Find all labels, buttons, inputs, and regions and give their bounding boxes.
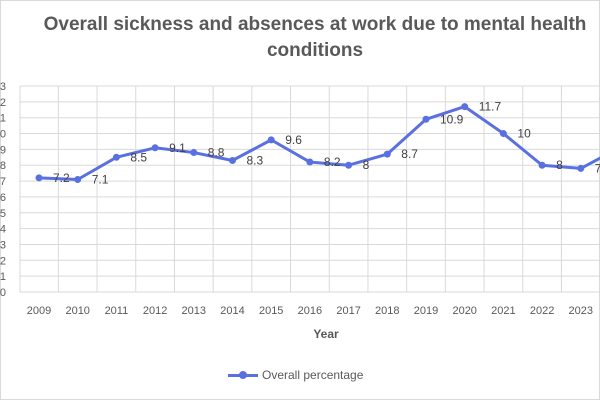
y-tick-label: 13: [0, 81, 6, 93]
legend-series-marker: [228, 368, 258, 382]
data-point: [383, 150, 391, 158]
x-tick-label: 2012: [143, 305, 167, 317]
data-point: [35, 174, 43, 182]
data-label: 11.7: [479, 100, 502, 114]
data-label: 10: [517, 127, 531, 141]
data-label: 8.3: [247, 153, 264, 167]
y-tick-label: 2: [0, 255, 6, 267]
data-label: 9.6: [285, 133, 302, 147]
x-tick-label: 2022: [530, 305, 554, 317]
series-line: [38, 105, 600, 181]
data-point: [74, 175, 82, 183]
y-tick-label: 3: [0, 239, 6, 251]
y-tick-label: 6: [0, 192, 6, 204]
legend-label: Overall percentage: [262, 368, 364, 382]
x-tick-label: 2017: [336, 305, 360, 317]
data-point: [422, 115, 430, 123]
data-point: [151, 144, 159, 152]
x-tick-label: 2014: [220, 305, 244, 317]
y-tick-label: 12: [0, 97, 6, 109]
data-label: 8.2: [324, 155, 341, 169]
y-tick-label: 10: [0, 129, 6, 141]
data-point: [499, 130, 507, 138]
legend: Overall percentage: [228, 367, 363, 383]
x-tick-label: 2010: [65, 305, 89, 317]
chart-title: Overall sickness and absences at work du…: [43, 14, 587, 61]
x-tick-label: 2016: [298, 305, 322, 317]
x-tick-label: 2019: [414, 305, 438, 317]
y-tick-label: 5: [0, 208, 6, 220]
x-tick-label: 2009: [27, 305, 51, 317]
y-tick-label: 7: [0, 176, 6, 188]
y-tick-label: 4: [0, 224, 6, 236]
legend-dot: [239, 371, 247, 379]
data-label: 8: [556, 158, 563, 172]
y-tick-label: 1: [0, 271, 6, 283]
y-tick-label: 0: [0, 287, 6, 299]
y-tick-label: 11: [0, 113, 6, 125]
data-point: [577, 164, 585, 172]
data-label: 7.8: [595, 161, 600, 175]
data-label: 8.7: [401, 147, 418, 161]
data-label: 8.8: [208, 146, 225, 160]
y-tick-label: 9: [0, 144, 6, 156]
y-tick-label: 8: [0, 160, 6, 172]
data-point: [229, 156, 236, 164]
data-label: 10.9: [440, 112, 464, 126]
x-tick-label: 2020: [452, 305, 476, 317]
x-tick-label: 2011: [105, 305, 129, 317]
data-label: 9.1: [169, 141, 186, 155]
data-label: 7.1: [92, 172, 109, 186]
x-axis-title: Year: [313, 327, 339, 341]
x-tick-label: 2013: [182, 305, 206, 317]
x-tick-label: 2018: [375, 305, 399, 317]
x-tick-label: 2021: [491, 305, 515, 317]
data-point: [461, 103, 469, 111]
data-point: [345, 161, 353, 169]
data-label: 8: [363, 158, 370, 172]
data-point: [538, 161, 546, 169]
data-point: [190, 149, 198, 157]
data-label: 8.5: [130, 150, 147, 164]
x-tick-label: 2015: [259, 305, 283, 317]
data-point: [267, 136, 275, 144]
data-point: [306, 158, 314, 166]
data-point: [112, 153, 120, 161]
data-label: 7.2: [53, 171, 70, 185]
x-tick-label: 2023: [569, 305, 593, 317]
